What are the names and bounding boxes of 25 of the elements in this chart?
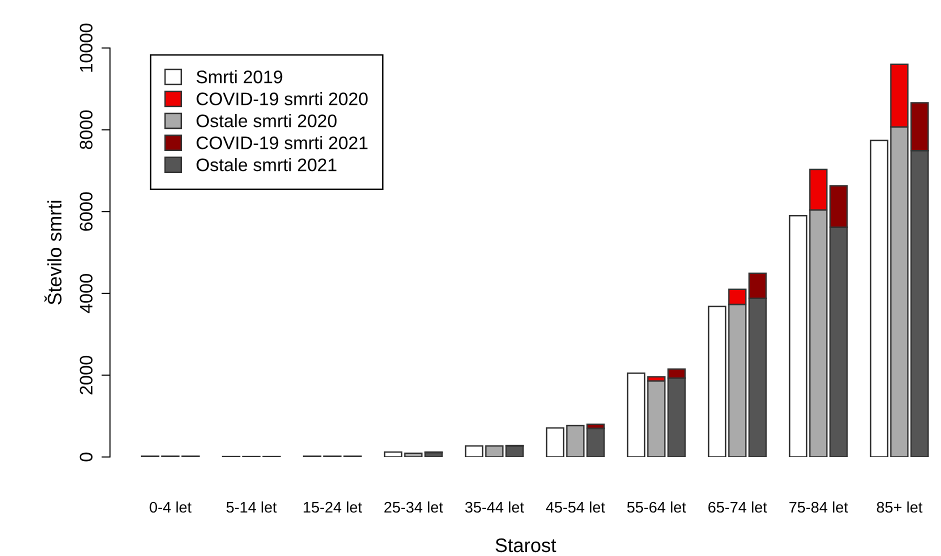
x-tick-label: 25-34 let [384,501,443,513]
legend-label: COVID-19 smrti 2021 [196,136,368,150]
legend-label: Ostale smrti 2020 [196,114,337,128]
y-tick-label: 4000 [80,274,93,314]
y-tick-label: 6000 [80,192,93,231]
y-tick-label: 2000 [80,356,93,394]
legend-label: Ostale smrti 2021 [196,158,336,172]
x-tick-label: 75-84 let [789,501,848,513]
x-tick-label: 45-54 let [546,501,605,513]
x-tick-label: 15-24 let [304,501,362,513]
bar [505,445,524,457]
y-tick-label: 10000 [80,24,93,72]
legend-label: Smrti 2019 [196,70,282,84]
bar [586,428,605,457]
x-tick-label: 35-44 let [465,501,524,513]
x-tick-label: 5-14 let [226,501,277,513]
x-axis-title: Starost [496,538,556,552]
legend-label: COVID-19 smrti 2020 [196,92,368,106]
x-tick-label: 0-4 let [150,501,192,513]
x-tick-label: 85+ let [876,501,922,513]
x-tick-label: 55-64 let [627,501,686,513]
y-tick-label: 0 [80,452,93,462]
y-tick-label: 8000 [80,110,93,150]
y-axis-title: Število smrti [44,200,62,305]
x-tick-label: 65-74 let [708,501,767,513]
